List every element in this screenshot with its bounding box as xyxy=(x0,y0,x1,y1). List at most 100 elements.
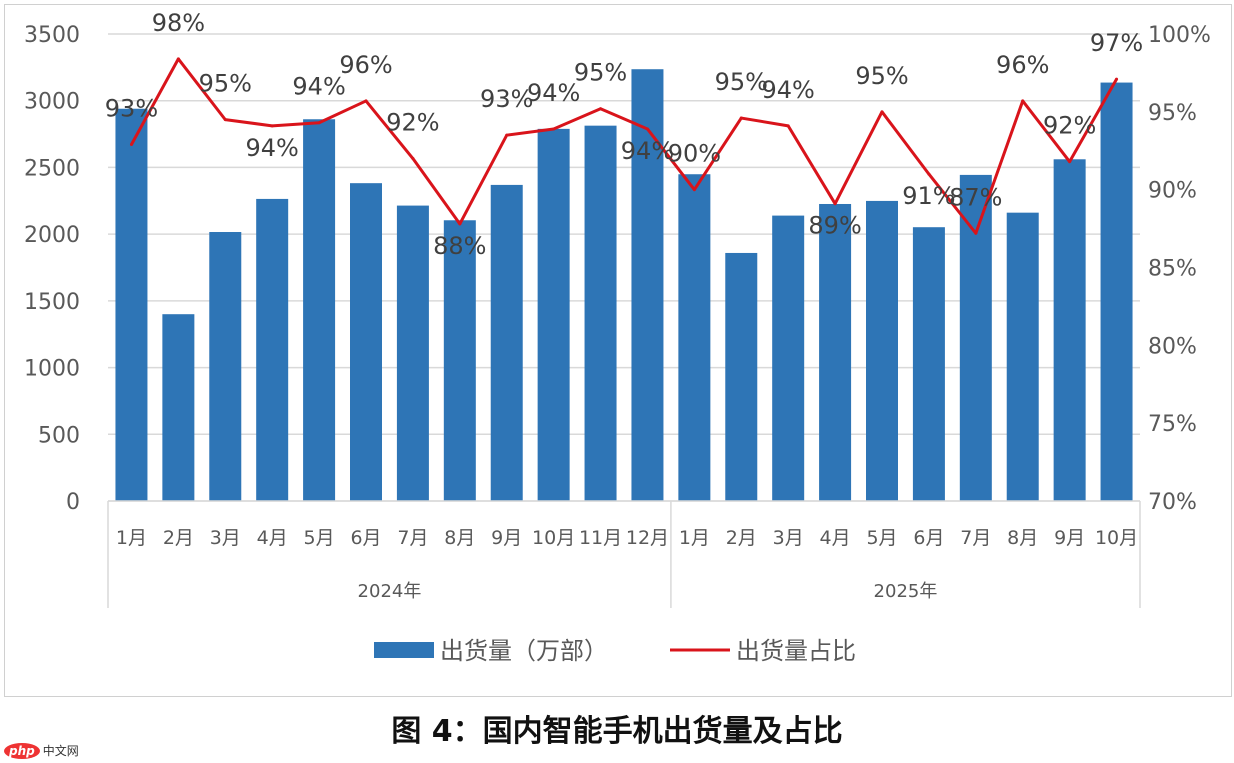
x-tick-label: 10月 xyxy=(532,527,575,549)
x-tick-label: 4月 xyxy=(820,527,851,549)
x-tick-label: 1月 xyxy=(679,527,710,549)
data-label: 96% xyxy=(339,51,392,79)
x-tick-label: 7月 xyxy=(397,527,428,549)
line-point-15 xyxy=(786,124,790,128)
bar-13 xyxy=(678,174,711,501)
bar-8 xyxy=(443,220,476,501)
x-tick-label: 8月 xyxy=(444,527,475,549)
data-label: 92% xyxy=(386,109,439,137)
group-label: 2025年 xyxy=(874,581,938,602)
data-label: 94% xyxy=(527,79,580,107)
line-point-16 xyxy=(833,202,837,206)
x-tick-label: 12月 xyxy=(626,527,669,549)
line-point-6 xyxy=(364,99,368,103)
bar-3 xyxy=(209,232,242,501)
bar-2 xyxy=(162,314,195,501)
group-label: 2024年 xyxy=(358,581,422,602)
x-tick-label: 9月 xyxy=(1054,527,1085,549)
line-point-5 xyxy=(317,121,321,125)
x-tick-label: 9月 xyxy=(491,527,522,549)
y-right-tick-label: 80% xyxy=(1148,334,1197,359)
bar-17 xyxy=(866,200,898,502)
data-label: 94% xyxy=(762,76,815,104)
x-tick-label: 10月 xyxy=(1095,527,1138,549)
y-left-tick-label: 500 xyxy=(38,423,80,448)
data-label: 94% xyxy=(621,137,674,165)
chart: 0 500 1000 1500 2000 2500 3000 3500 70% 75% 80% 85%… xyxy=(24,9,1211,665)
legend-line-label: 出货量占比 xyxy=(736,637,856,665)
line-point-3 xyxy=(223,118,227,122)
line-point-17 xyxy=(880,110,884,114)
data-label: 98% xyxy=(152,9,205,37)
data-label: 95% xyxy=(715,68,768,96)
data-label: 96% xyxy=(996,51,1049,79)
y-right-tick-label: 70% xyxy=(1148,490,1197,515)
bar-22 xyxy=(1100,82,1133,502)
bar-9 xyxy=(490,184,523,501)
legend-bar-label: 出货量（万部） xyxy=(440,637,608,665)
line-point-9 xyxy=(505,133,509,137)
bar-19 xyxy=(959,174,992,501)
line-point-18 xyxy=(927,172,931,176)
x-tick-label: 1月 xyxy=(116,527,147,549)
y-right-tick-label: 90% xyxy=(1148,179,1197,204)
bar-14 xyxy=(725,252,758,501)
y-left-tick-label: 3500 xyxy=(24,23,80,48)
bar-10 xyxy=(537,128,570,501)
bar-7 xyxy=(396,205,429,501)
data-label: 95% xyxy=(855,62,908,90)
x-tick-label: 6月 xyxy=(913,527,944,549)
share-line xyxy=(130,57,1118,235)
line-point-10 xyxy=(552,127,556,131)
data-label: 87% xyxy=(949,183,1002,211)
bar-1 xyxy=(115,108,148,501)
data-label: 93% xyxy=(480,85,533,113)
data-label: 97% xyxy=(1090,29,1143,57)
y-right-tick-label: 100% xyxy=(1148,23,1211,48)
x-tick-label: 8月 xyxy=(1007,527,1038,549)
line-point-21 xyxy=(1068,160,1072,164)
data-label: 95% xyxy=(574,59,627,87)
logo-cn: 中文网 xyxy=(42,744,79,758)
y-left-tick-label: 0 xyxy=(66,490,80,515)
x-tick-label: 11月 xyxy=(579,527,622,549)
bar-21 xyxy=(1053,159,1086,501)
data-label: 94% xyxy=(292,73,345,101)
x-tick-label: 4月 xyxy=(257,527,288,549)
line-point-20 xyxy=(1021,99,1025,103)
data-label: 90% xyxy=(668,140,721,168)
legend-bar-swatch xyxy=(374,642,434,658)
bar-5 xyxy=(303,119,336,501)
x-tick-label: 2月 xyxy=(163,527,194,549)
data-label: 88% xyxy=(433,232,486,260)
logo-php: php xyxy=(4,742,40,759)
data-label: 95% xyxy=(199,70,252,98)
line-point-7 xyxy=(411,157,415,161)
line-point-19 xyxy=(974,231,978,235)
y-right-tick-label: 85% xyxy=(1148,257,1197,282)
bar-18 xyxy=(912,227,945,501)
data-label: 92% xyxy=(1043,112,1096,140)
line-point-14 xyxy=(739,116,743,120)
bar-20 xyxy=(1006,212,1039,501)
chart-frame xyxy=(4,4,1232,697)
x-tick-label: 7月 xyxy=(960,527,991,549)
data-label: 94% xyxy=(246,134,299,162)
line-point-11 xyxy=(599,107,603,111)
y-left-tick-label: 1000 xyxy=(24,357,80,382)
bar-12 xyxy=(631,69,664,501)
line-point-12 xyxy=(645,127,649,131)
watermark-logo: php 中文网 xyxy=(4,742,79,759)
x-tick-label: 6月 xyxy=(350,527,381,549)
bar-4 xyxy=(256,198,289,501)
line-point-13 xyxy=(692,188,696,192)
y-left-tick-label: 1500 xyxy=(24,290,80,315)
figure-caption: 图 4：国内智能手机出货量及占比 xyxy=(391,714,843,749)
y-left-tick-label: 3000 xyxy=(24,90,80,115)
line-point-2 xyxy=(176,57,180,61)
bar-16 xyxy=(819,203,852,501)
y-right-tick-label: 95% xyxy=(1148,101,1197,126)
line-point-1 xyxy=(129,143,133,147)
line-point-8 xyxy=(458,222,462,226)
data-label: 89% xyxy=(808,212,861,240)
